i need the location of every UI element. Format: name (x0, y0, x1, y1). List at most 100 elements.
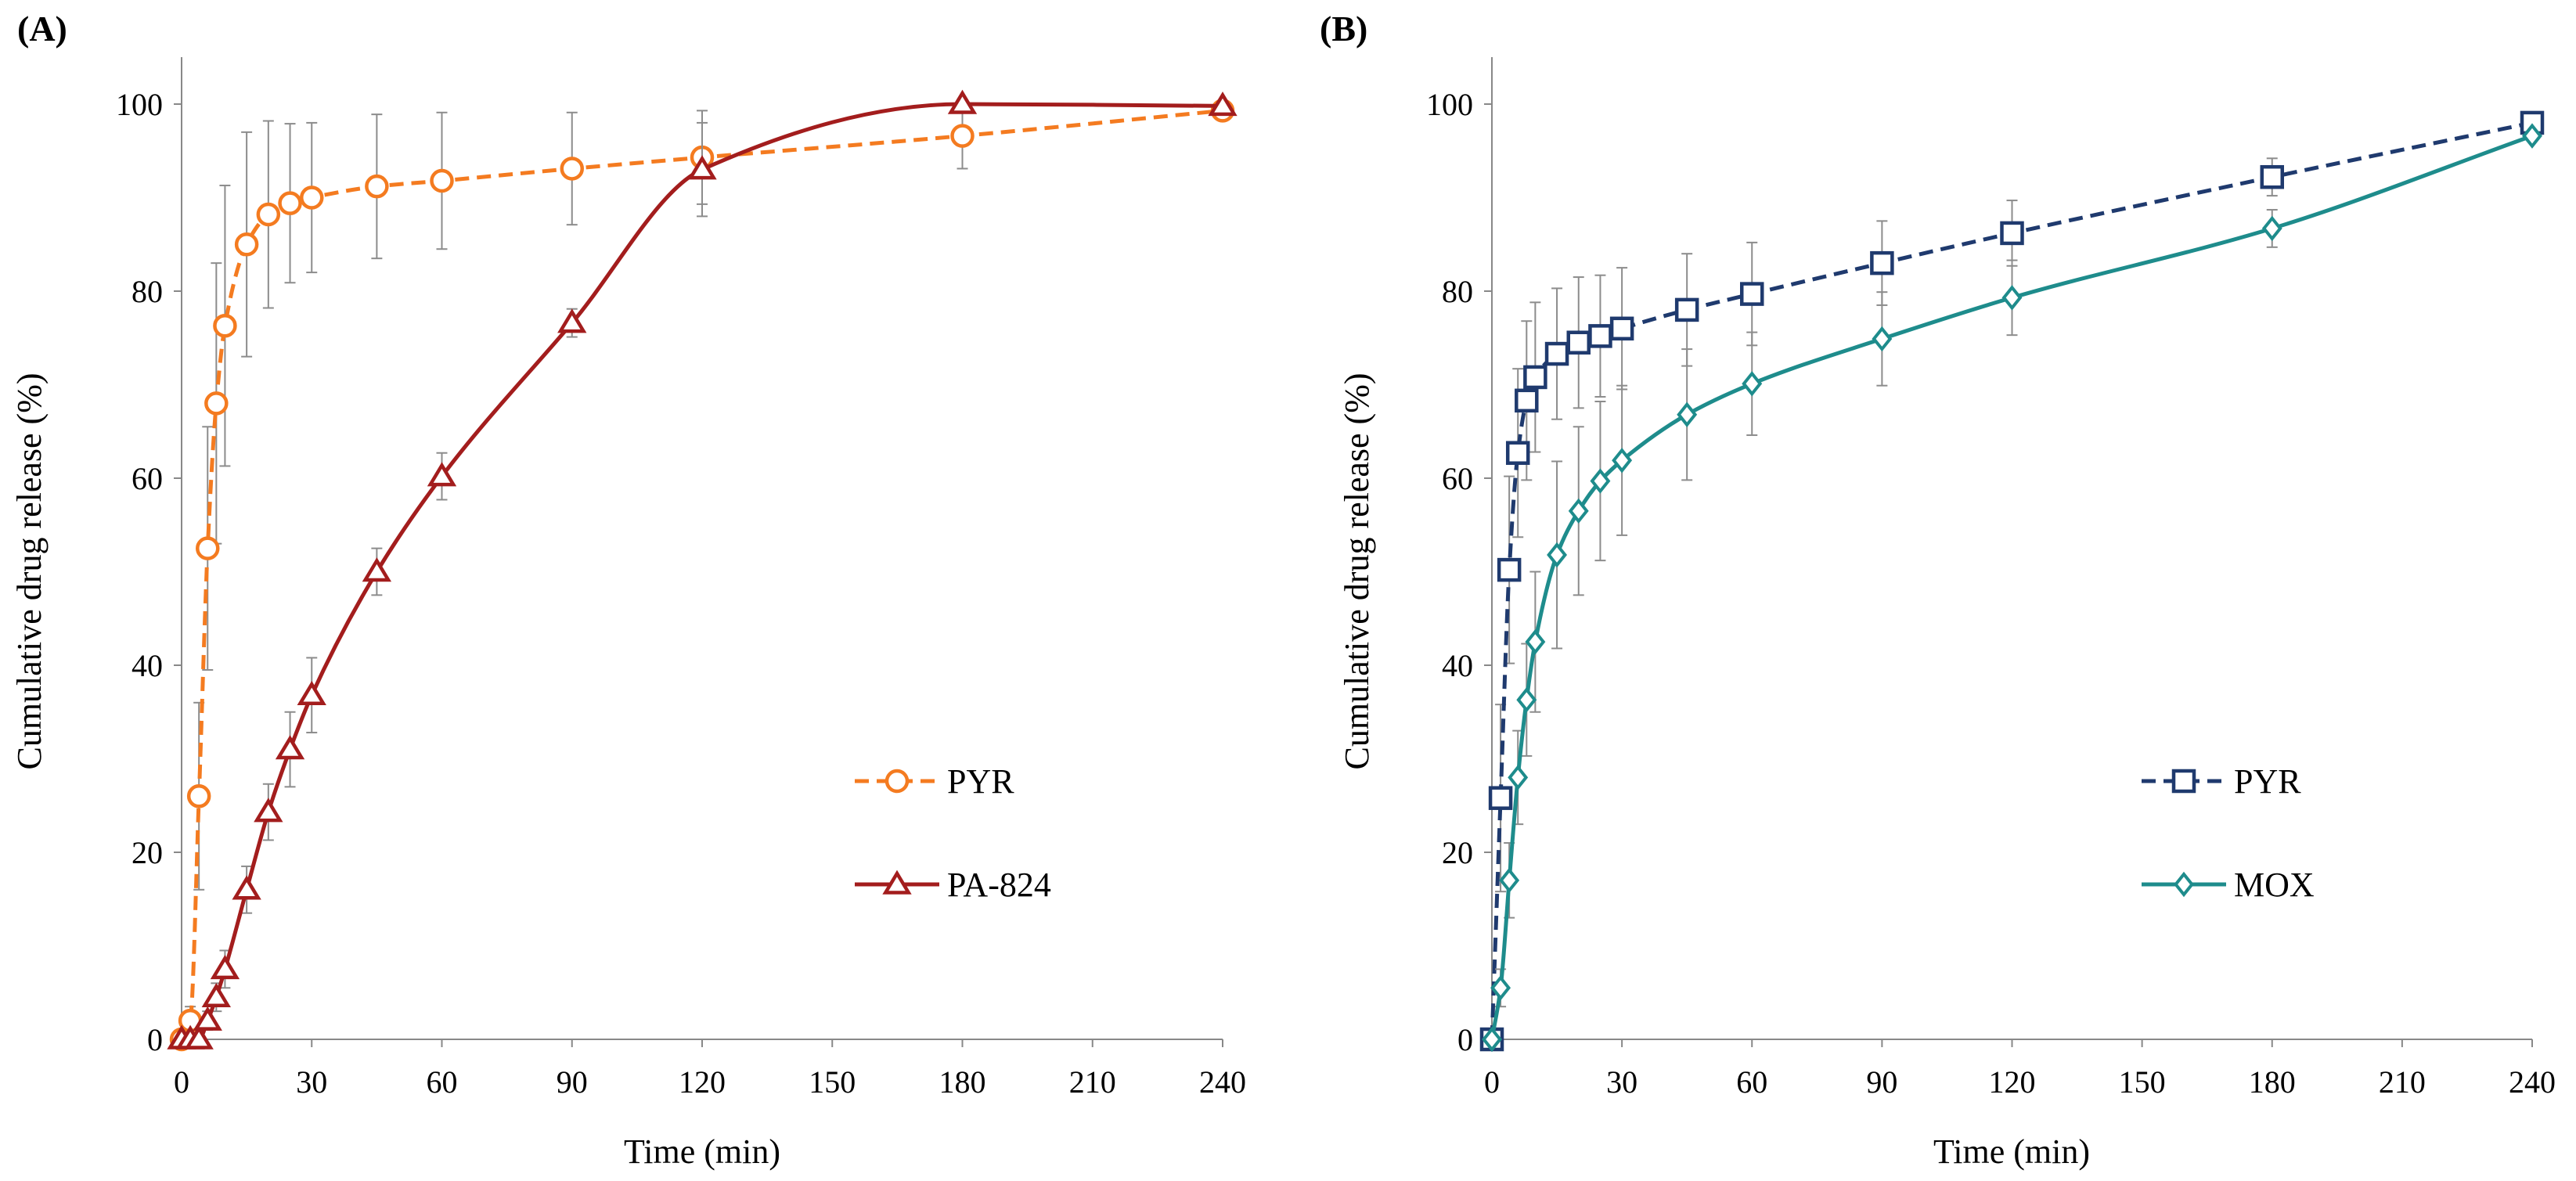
y-tick-label: 60 (132, 461, 163, 496)
data-point (2001, 285, 2023, 311)
data-point (1490, 975, 1511, 1001)
data-point (687, 155, 717, 180)
data-point (256, 202, 281, 227)
data-point (427, 462, 457, 487)
data-point (254, 798, 283, 823)
y-tick-label: 40 (132, 648, 163, 683)
x-tick-label: 120 (679, 1064, 726, 1100)
data-point (1516, 687, 1537, 713)
data-point (560, 157, 584, 181)
legend-swatch-marker (2174, 871, 2194, 898)
data-point (1590, 468, 1611, 494)
data-point (1677, 401, 1698, 427)
data-point (2260, 164, 2284, 189)
x-tick-label: 180 (939, 1064, 986, 1100)
data-point (1499, 867, 1520, 894)
data-point (1566, 330, 1591, 355)
data-point (1523, 365, 1547, 390)
y-tick-label: 40 (1442, 648, 1473, 683)
data-point (297, 680, 326, 705)
data-point (201, 982, 232, 1007)
data-point (232, 875, 261, 900)
legend-entry-pyr: PYR (855, 762, 1014, 801)
y-axis-title: Cumulative drug release (%) (10, 373, 49, 769)
data-point (1740, 282, 1764, 306)
x-tick-label: 240 (2509, 1064, 2556, 1100)
data-point (1525, 628, 1546, 655)
data-point (186, 784, 211, 808)
x-axis-title: Time (min) (624, 1132, 780, 1171)
data-point (1488, 786, 1513, 810)
x-tick-label: 240 (1199, 1064, 1246, 1100)
y-axis-title: Cumulative drug release (%) (1338, 373, 1376, 769)
y-tick-label: 100 (116, 87, 163, 122)
data-point (1588, 324, 1612, 348)
series-mox (1482, 123, 2542, 1053)
legend-label: PYR (2234, 762, 2301, 801)
data-point (1872, 326, 1893, 352)
y-tick-label: 20 (1442, 835, 1473, 870)
data-point (278, 191, 302, 215)
data-point (300, 185, 324, 210)
y-tick-label: 0 (1457, 1022, 1473, 1057)
data-point (2522, 123, 2542, 149)
data-point (1568, 498, 1589, 524)
x-tick-label: 0 (174, 1064, 189, 1100)
data-point (557, 308, 587, 333)
chart-panel-2: (B) 0 20 40 60 80 100 0 30 60 90 120 150 180 210 240 Tim… (1320, 9, 2556, 1171)
data-point (1612, 448, 1633, 473)
legend-label: PA-824 (947, 866, 1051, 904)
data-point (204, 391, 229, 416)
series-line (179, 108, 1223, 1041)
chart-panel-1: (A) 0 20 40 60 80 100 0 30 60 90 120 150 180 210 240 Tim… (10, 9, 1246, 1171)
legend-label: MOX (2234, 866, 2315, 904)
x-tick-label: 180 (2249, 1064, 2296, 1100)
legend-label: PYR (947, 762, 1014, 801)
data-point (213, 313, 237, 338)
series-pa-824 (167, 89, 1238, 1050)
x-tick-label: 150 (2119, 1064, 2166, 1100)
data-point (1870, 250, 1894, 275)
data-point (1508, 765, 1529, 790)
data-point (1505, 441, 1530, 465)
data-point (184, 1024, 214, 1050)
x-tick-label: 210 (2379, 1064, 2426, 1100)
x-axis-title: Time (min) (1933, 1132, 2090, 1171)
data-point (210, 955, 240, 980)
data-point (950, 124, 975, 148)
y-tick-label: 100 (1426, 87, 1473, 122)
y-tick-label: 60 (1442, 461, 1473, 496)
legend-entry-pa-824: PA-824 (855, 866, 1051, 904)
x-tick-label: 60 (1736, 1064, 1767, 1100)
x-tick-label: 90 (557, 1064, 588, 1100)
x-tick-label: 210 (1069, 1064, 1116, 1100)
data-point (1482, 1026, 1502, 1053)
series-line (182, 102, 1223, 1042)
x-tick-label: 60 (427, 1064, 458, 1100)
x-tick-label: 0 (1484, 1064, 1500, 1100)
series-pyr (169, 99, 1235, 1052)
data-point (1674, 297, 1699, 322)
x-tick-label: 30 (1606, 1064, 1637, 1100)
legend-entry-mox: MOX (2142, 866, 2315, 904)
data-point (2261, 215, 2282, 242)
legend-swatch-marker (882, 870, 912, 895)
data-point (362, 557, 392, 582)
x-tick-label: 120 (1989, 1064, 2036, 1100)
y-tick-label: 80 (132, 274, 163, 309)
panel-label: (A) (17, 9, 67, 49)
legend-entry-pyr: PYR (2142, 762, 2301, 801)
y-tick-label: 0 (147, 1022, 163, 1057)
y-tick-label: 80 (1442, 274, 1473, 309)
x-tick-label: 30 (296, 1064, 327, 1100)
data-point (430, 168, 454, 193)
series-pyr (1479, 110, 2545, 1052)
data-point (1497, 557, 1522, 582)
legend-swatch-marker (2171, 769, 2196, 794)
data-point (1547, 542, 1568, 568)
legend-swatch-marker (884, 769, 910, 794)
data-point (365, 174, 389, 199)
y-tick-label: 20 (132, 835, 163, 870)
data-point (1742, 371, 1763, 397)
